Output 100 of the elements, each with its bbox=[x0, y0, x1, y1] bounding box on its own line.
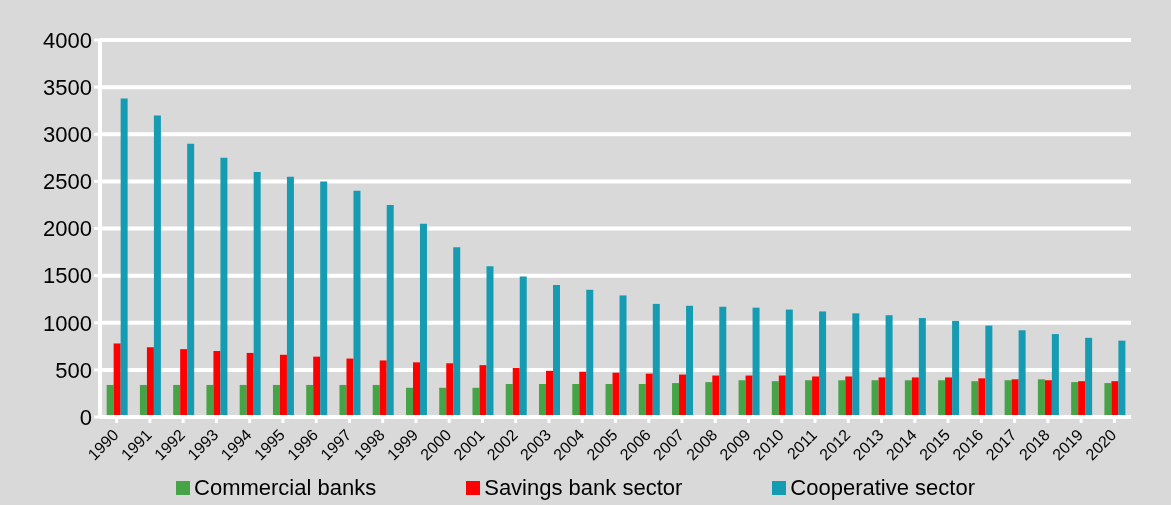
y-tick-label: 0 bbox=[79, 404, 92, 430]
bar bbox=[272, 384, 280, 417]
bar bbox=[638, 384, 646, 417]
bar bbox=[1078, 381, 1086, 417]
bar bbox=[871, 380, 879, 417]
bar bbox=[379, 360, 387, 417]
bar bbox=[686, 305, 694, 417]
bar bbox=[339, 384, 347, 417]
bar bbox=[885, 315, 893, 417]
bar bbox=[672, 383, 680, 417]
bar bbox=[605, 384, 613, 417]
bar bbox=[805, 380, 813, 417]
bar bbox=[120, 98, 128, 417]
bar bbox=[220, 157, 228, 417]
bar bbox=[1071, 382, 1079, 417]
bar bbox=[752, 307, 760, 417]
y-tick-label: 1000 bbox=[43, 310, 92, 336]
bar bbox=[785, 309, 793, 417]
bar bbox=[838, 380, 846, 417]
y-tick-label: 1500 bbox=[43, 263, 92, 289]
bar bbox=[479, 365, 487, 417]
bar bbox=[1011, 379, 1019, 417]
bar bbox=[1037, 379, 1045, 417]
bar bbox=[1104, 383, 1112, 417]
bar bbox=[878, 377, 886, 417]
bar bbox=[239, 384, 247, 417]
bar bbox=[512, 367, 520, 417]
bar bbox=[1018, 330, 1026, 417]
bar bbox=[553, 285, 561, 417]
bar bbox=[246, 352, 254, 417]
bar bbox=[812, 376, 820, 417]
bar bbox=[313, 356, 321, 417]
bar bbox=[645, 373, 653, 417]
bar bbox=[852, 313, 860, 417]
bar bbox=[519, 276, 527, 417]
bar bbox=[978, 378, 986, 417]
bar bbox=[971, 381, 979, 417]
bar bbox=[405, 387, 413, 417]
bar bbox=[419, 223, 427, 417]
bar bbox=[586, 289, 594, 417]
bar bbox=[286, 176, 294, 417]
bar bbox=[153, 115, 161, 417]
y-tick-label: 4000 bbox=[43, 27, 92, 53]
bar bbox=[106, 384, 114, 417]
bar bbox=[1118, 340, 1126, 417]
bar bbox=[146, 347, 154, 417]
bar bbox=[306, 384, 314, 417]
bar bbox=[619, 295, 627, 417]
y-tick-label: 3000 bbox=[43, 122, 92, 148]
bar bbox=[320, 181, 328, 417]
bar bbox=[1044, 380, 1052, 417]
bar bbox=[113, 343, 121, 417]
bar bbox=[952, 320, 960, 417]
bar bbox=[505, 384, 513, 417]
legend-label: Commercial banks bbox=[193, 475, 377, 501]
bar bbox=[1051, 334, 1059, 417]
y-tick-label: 500 bbox=[55, 357, 92, 383]
bar bbox=[546, 370, 554, 417]
bar bbox=[472, 387, 480, 417]
bar bbox=[911, 377, 919, 417]
legend-label: Savings bank sector bbox=[483, 475, 683, 501]
bar bbox=[173, 384, 181, 417]
bar bbox=[712, 375, 720, 417]
bar bbox=[453, 247, 461, 417]
bar bbox=[139, 384, 147, 417]
bar bbox=[612, 372, 620, 417]
bar bbox=[1085, 337, 1093, 417]
bar bbox=[180, 349, 188, 417]
bar bbox=[819, 311, 827, 417]
bar bbox=[745, 375, 753, 417]
bar bbox=[904, 380, 912, 417]
bar bbox=[213, 351, 221, 417]
bar bbox=[579, 371, 587, 417]
bar bbox=[486, 266, 494, 417]
y-tick-label: 2000 bbox=[43, 216, 92, 242]
bar bbox=[439, 387, 447, 417]
bar bbox=[679, 374, 687, 417]
bar bbox=[1111, 381, 1119, 417]
bar bbox=[446, 363, 454, 417]
y-tick-label: 2500 bbox=[43, 169, 92, 195]
bar bbox=[918, 318, 926, 417]
bar bbox=[945, 377, 953, 417]
bar bbox=[253, 171, 261, 417]
bar bbox=[985, 325, 993, 417]
bar bbox=[412, 362, 420, 417]
bar bbox=[386, 204, 394, 417]
bar bbox=[771, 381, 779, 417]
bar bbox=[1004, 380, 1012, 417]
bar bbox=[738, 380, 746, 417]
bar bbox=[938, 380, 946, 417]
bar bbox=[845, 376, 853, 417]
bar bbox=[187, 143, 195, 417]
bar bbox=[652, 303, 660, 417]
bar bbox=[353, 190, 361, 417]
bar bbox=[572, 384, 580, 417]
bar bbox=[279, 354, 287, 417]
bar bbox=[705, 382, 713, 417]
y-tick-label: 3500 bbox=[43, 74, 92, 100]
legend-label: Cooperative sector bbox=[789, 475, 975, 501]
bar bbox=[719, 306, 727, 417]
